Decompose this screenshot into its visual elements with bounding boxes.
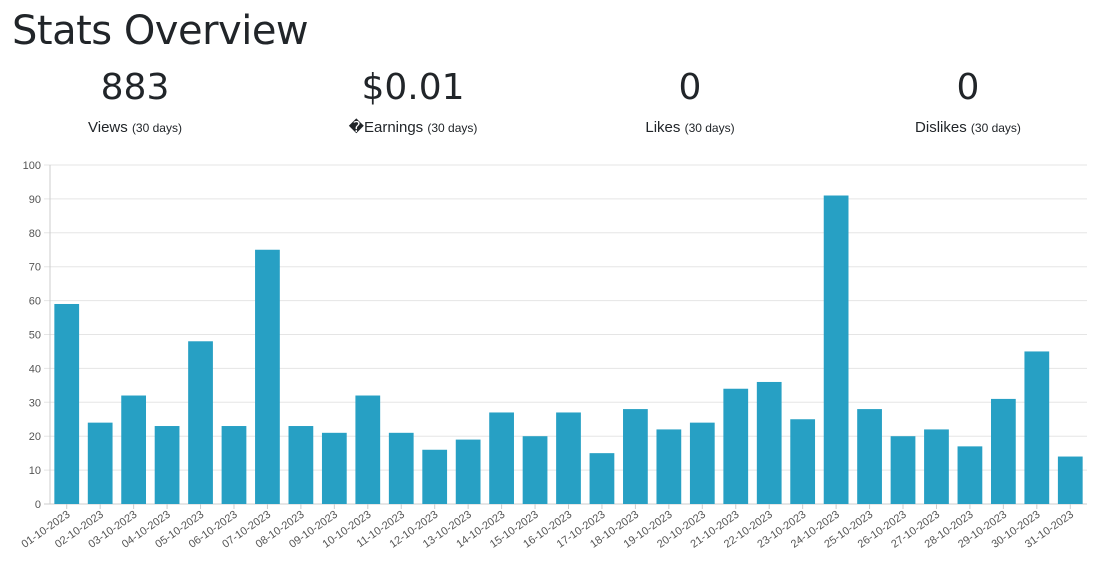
bar[interactable] [623,409,648,504]
stat-period: (30 days) [131,121,182,135]
bar[interactable] [288,426,314,504]
bar[interactable] [556,412,581,504]
bar[interactable] [54,303,80,504]
y-tick-label: 30 [29,397,41,409]
bar[interactable] [188,341,213,504]
page-title: Stats Overview [12,8,309,54]
y-tick-label: 90 [29,194,41,206]
bar[interactable] [489,412,514,504]
bar[interactable] [388,432,414,504]
bar[interactable] [221,426,247,504]
bar[interactable] [455,439,481,504]
bar[interactable] [422,449,448,504]
bar[interactable] [924,429,949,504]
bar[interactable] [255,249,280,504]
bar[interactable] [522,436,548,504]
bar[interactable] [87,422,113,504]
stat-period: (30 days) [427,121,478,135]
bar[interactable] [857,409,882,504]
y-tick-label: 80 [29,228,41,240]
stat-label: Dislikes (30 days) [838,114,1093,142]
bar[interactable] [790,419,816,504]
bar[interactable] [723,388,749,504]
stat-label-text: Views [88,119,128,136]
bar[interactable] [1057,456,1083,504]
stat-label-text: Dislikes [915,119,967,136]
views-bar-chart: 010203040506070809010001-10-202302-10-20… [19,160,1087,551]
y-tick-label: 10 [29,465,41,477]
y-tick-label: 70 [29,262,41,274]
stat-label: Views (30 days) [5,114,265,142]
bar[interactable] [689,422,715,504]
stat-label-text: �Earnings [348,119,424,136]
bar[interactable] [1024,351,1050,504]
stat-period: (30 days) [970,121,1021,135]
stat-label: Likes (30 days) [560,114,820,142]
stat-value: 0 [678,67,702,108]
y-tick-label: 20 [29,431,41,443]
y-tick-label: 100 [23,160,41,172]
bar[interactable] [656,429,682,504]
stat-label-text: Likes [645,119,681,136]
bar[interactable] [823,195,849,504]
y-tick-label: 40 [29,363,41,375]
bar[interactable] [121,395,147,504]
bar[interactable] [957,446,983,504]
stat-period: (30 days) [684,121,735,135]
stats-summary: 883 Views (30 days) $0.01 �Earnings (30 … [0,62,1093,152]
stat-likes: 0 Likes (30 days) [560,62,820,142]
bar[interactable] [321,432,347,504]
y-tick-label: 60 [29,296,41,308]
stat-value: $0.01 [361,67,465,108]
bar[interactable] [154,426,180,504]
stat-label: �Earnings (30 days) [283,114,543,142]
bar[interactable] [890,436,916,504]
stat-value: 883 [100,67,170,108]
y-tick-label: 50 [29,330,41,342]
stat-value: 0 [956,67,980,108]
stat-earnings: $0.01 �Earnings (30 days) [283,62,543,142]
y-tick-label: 0 [35,499,41,511]
stat-views: 883 Views (30 days) [5,62,265,142]
bar[interactable] [589,453,615,504]
stat-dislikes: 0 Dislikes (30 days) [838,62,1093,142]
bar[interactable] [990,398,1016,504]
bar[interactable] [756,381,782,504]
bar[interactable] [355,395,381,504]
